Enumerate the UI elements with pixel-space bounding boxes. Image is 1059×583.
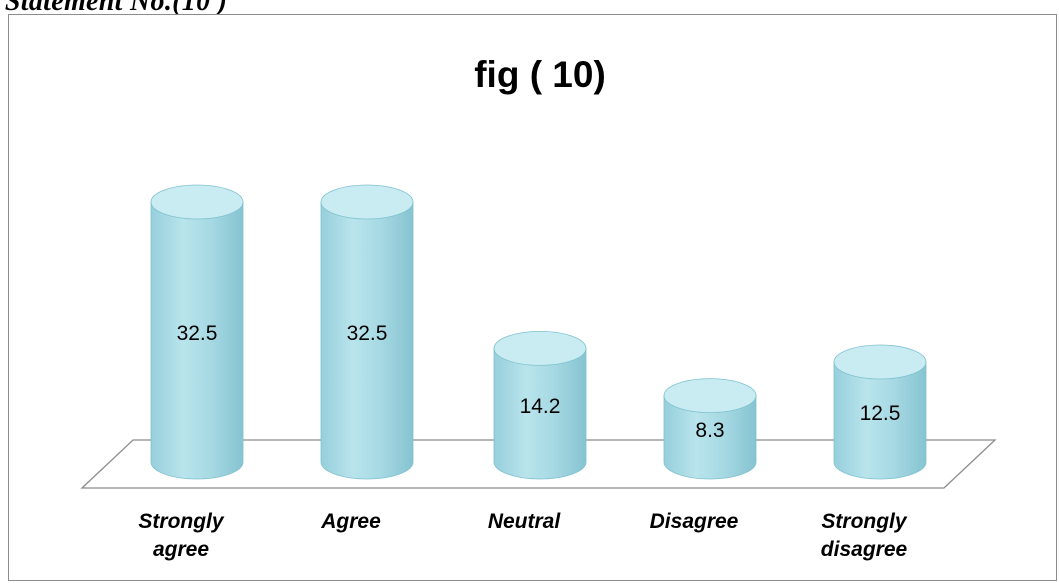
bar-top — [150, 184, 244, 220]
bar-body — [320, 201, 414, 480]
category-label: Strongly — [138, 510, 224, 533]
category-label: Disagree — [650, 510, 739, 533]
bar-2: 32.5 — [320, 184, 414, 480]
data-label: 32.5 — [177, 322, 218, 345]
statement-heading: f Statement No.(10 ) — [0, 0, 228, 17]
bar-body — [493, 348, 587, 480]
category-label: Strongly — [821, 510, 907, 533]
bar-body — [833, 361, 927, 480]
category-label: agree — [153, 538, 209, 561]
bar-5: 12.5 — [833, 344, 927, 480]
bar-3: 14.2 — [493, 330, 587, 480]
category-labels-group: Strongly agree Agree Neutral Disagree Strongl… — [138, 510, 907, 561]
chart-floor — [80, 439, 997, 489]
category-label: Neutral — [488, 510, 562, 533]
bar-body — [663, 395, 757, 480]
bar-4: 8.3 — [663, 378, 757, 480]
bar-top — [833, 344, 927, 380]
data-label: 32.5 — [347, 322, 388, 345]
bar-top — [663, 378, 757, 414]
bar-body — [150, 201, 244, 480]
bar-top — [493, 330, 587, 366]
bar-top — [320, 184, 414, 220]
data-label: 8.3 — [695, 419, 724, 442]
chart-title: fig ( 10) — [474, 54, 606, 95]
category-label: disagree — [821, 538, 908, 561]
bars-group: 32.5 32.5 14.2 8.3 12.5 — [150, 184, 927, 480]
category-label: Agree — [320, 510, 381, 533]
bar-1: 32.5 — [150, 184, 244, 480]
data-label: 12.5 — [860, 402, 901, 425]
data-label: 14.2 — [520, 395, 561, 418]
